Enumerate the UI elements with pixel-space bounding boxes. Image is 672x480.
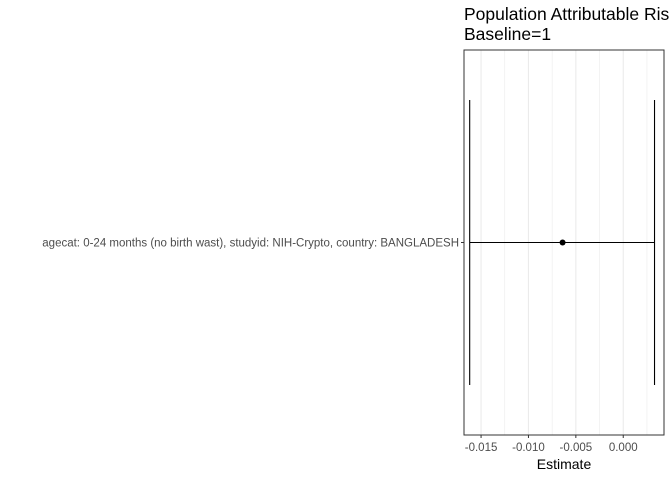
estimate-point: [559, 239, 566, 246]
chart-title-line-1: Population Attributable Ris: [464, 4, 670, 24]
x-tick-label: 0.000: [609, 442, 638, 454]
x-tick-label: -0.010: [512, 442, 545, 454]
x-axis: -0.015 -0.010 -0.005 0.000: [465, 435, 638, 454]
y-axis: agecat: 0-24 months (no birth wast), stu…: [42, 238, 464, 250]
x-tick-label: -0.015: [465, 442, 498, 454]
y-tick-label: agecat: 0-24 months (no birth wast), stu…: [42, 238, 459, 250]
x-axis-title: Estimate: [537, 456, 592, 472]
estimate-marks: [469, 100, 656, 385]
chart-title-line-2: Baseline=1: [464, 24, 551, 44]
x-tick-label: -0.005: [560, 442, 593, 454]
